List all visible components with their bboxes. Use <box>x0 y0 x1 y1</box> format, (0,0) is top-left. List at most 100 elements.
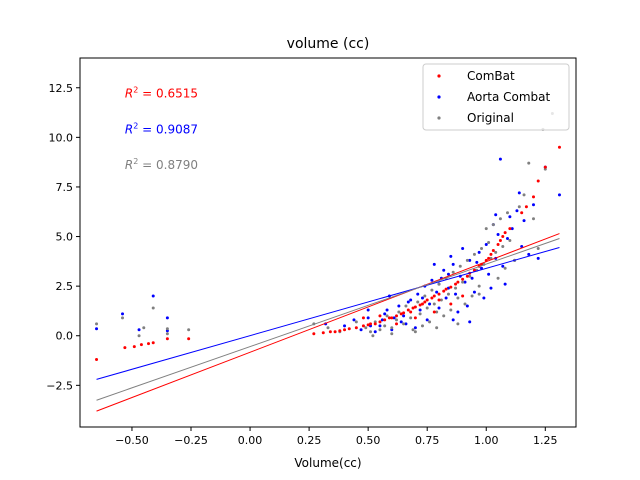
data-point <box>395 314 398 318</box>
x-tick-label: 1.00 <box>474 434 499 447</box>
data-point <box>456 310 460 314</box>
data-point <box>385 308 389 312</box>
data-point <box>187 337 191 341</box>
data-point <box>413 326 417 330</box>
data-point <box>496 276 500 280</box>
data-point <box>442 289 446 293</box>
data-point <box>449 302 453 306</box>
data-point <box>373 322 377 326</box>
data-point <box>399 312 403 316</box>
data-point <box>333 330 337 334</box>
data-point <box>361 324 365 328</box>
data-point <box>416 300 420 304</box>
data-point <box>477 284 481 288</box>
data-point <box>343 328 347 332</box>
data-point <box>444 287 448 291</box>
data-point <box>378 314 382 318</box>
data-point <box>378 328 382 332</box>
data-point <box>430 278 434 282</box>
data-point <box>364 326 368 330</box>
data-point <box>522 219 526 223</box>
data-point <box>409 298 413 302</box>
data-point <box>413 330 417 334</box>
data-point <box>437 306 441 310</box>
data-point <box>121 316 125 320</box>
fit-line-1 <box>96 246 560 380</box>
data-point <box>487 241 491 244</box>
fit-line-2 <box>96 238 560 401</box>
data-point <box>366 308 370 312</box>
axes: −0.50 −0.25 0.00 0.25 0.50 0.75 1.00 1.25 −2.5 0.… <box>46 57 577 447</box>
data-point <box>470 294 474 298</box>
data-point <box>454 286 458 290</box>
data-point <box>397 310 401 314</box>
data-point <box>437 298 441 302</box>
y-tick-label: 12.5 <box>49 82 74 95</box>
data-point <box>416 292 420 296</box>
data-point <box>404 322 408 326</box>
data-point <box>395 318 398 322</box>
data-point <box>402 322 406 326</box>
chart-title: volume (cc) <box>287 36 370 52</box>
data-point <box>435 326 439 330</box>
data-point <box>413 316 417 320</box>
data-point <box>373 330 377 334</box>
data-point <box>444 296 448 300</box>
legend-label: ComBat <box>467 69 515 83</box>
data-point <box>557 193 561 197</box>
legend: ComBat Aorta Combat Original <box>422 63 570 131</box>
data-point <box>361 316 365 320</box>
r-value: = 0.8790 <box>138 158 198 172</box>
data-point <box>439 298 443 302</box>
data-point <box>137 328 141 332</box>
data-point <box>366 323 370 327</box>
r-squared-label: R2 = 0.9087 <box>125 121 198 136</box>
legend-marker <box>437 116 441 120</box>
data-point <box>520 244 524 248</box>
r-superscript: 2 <box>133 157 138 166</box>
x-tick-label: 1.25 <box>533 434 558 447</box>
data-point <box>420 296 424 300</box>
x-tick-label: 0.00 <box>238 434 263 447</box>
legend-marker <box>437 95 441 99</box>
data-point <box>524 205 528 209</box>
series-2-points <box>95 112 554 338</box>
x-tick-label: 0.75 <box>415 434 440 447</box>
data-point <box>435 310 439 314</box>
data-point <box>484 227 488 231</box>
data-point <box>470 276 474 280</box>
data-point <box>399 320 403 324</box>
data-point <box>387 316 391 320</box>
data-point <box>536 246 540 250</box>
data-point <box>454 292 458 296</box>
fit-line-0 <box>96 233 560 412</box>
r-squared-label: R2 = 0.6515 <box>125 86 198 101</box>
r-value: = 0.9087 <box>138 122 198 136</box>
data-point <box>498 239 502 243</box>
data-point <box>95 322 99 326</box>
data-point <box>454 282 458 286</box>
data-point <box>95 358 99 362</box>
data-point <box>437 292 441 296</box>
x-tick-label: 0.25 <box>297 434 322 447</box>
data-point <box>392 316 396 320</box>
data-point <box>406 300 410 304</box>
data-point <box>489 252 493 256</box>
data-point <box>522 193 526 197</box>
data-point <box>527 252 531 256</box>
plot-area <box>95 112 561 412</box>
data-point <box>425 318 429 322</box>
data-point <box>446 286 450 290</box>
data-point <box>472 290 476 294</box>
data-point <box>430 296 434 300</box>
data-point <box>456 296 460 300</box>
data-point <box>442 268 446 272</box>
data-point <box>501 264 505 268</box>
data-point <box>165 316 169 320</box>
data-point <box>508 227 512 231</box>
data-point <box>536 179 540 183</box>
data-point <box>461 246 465 250</box>
data-point <box>487 272 491 276</box>
legend-label: Aorta Combat <box>467 90 551 104</box>
data-point <box>383 312 387 316</box>
